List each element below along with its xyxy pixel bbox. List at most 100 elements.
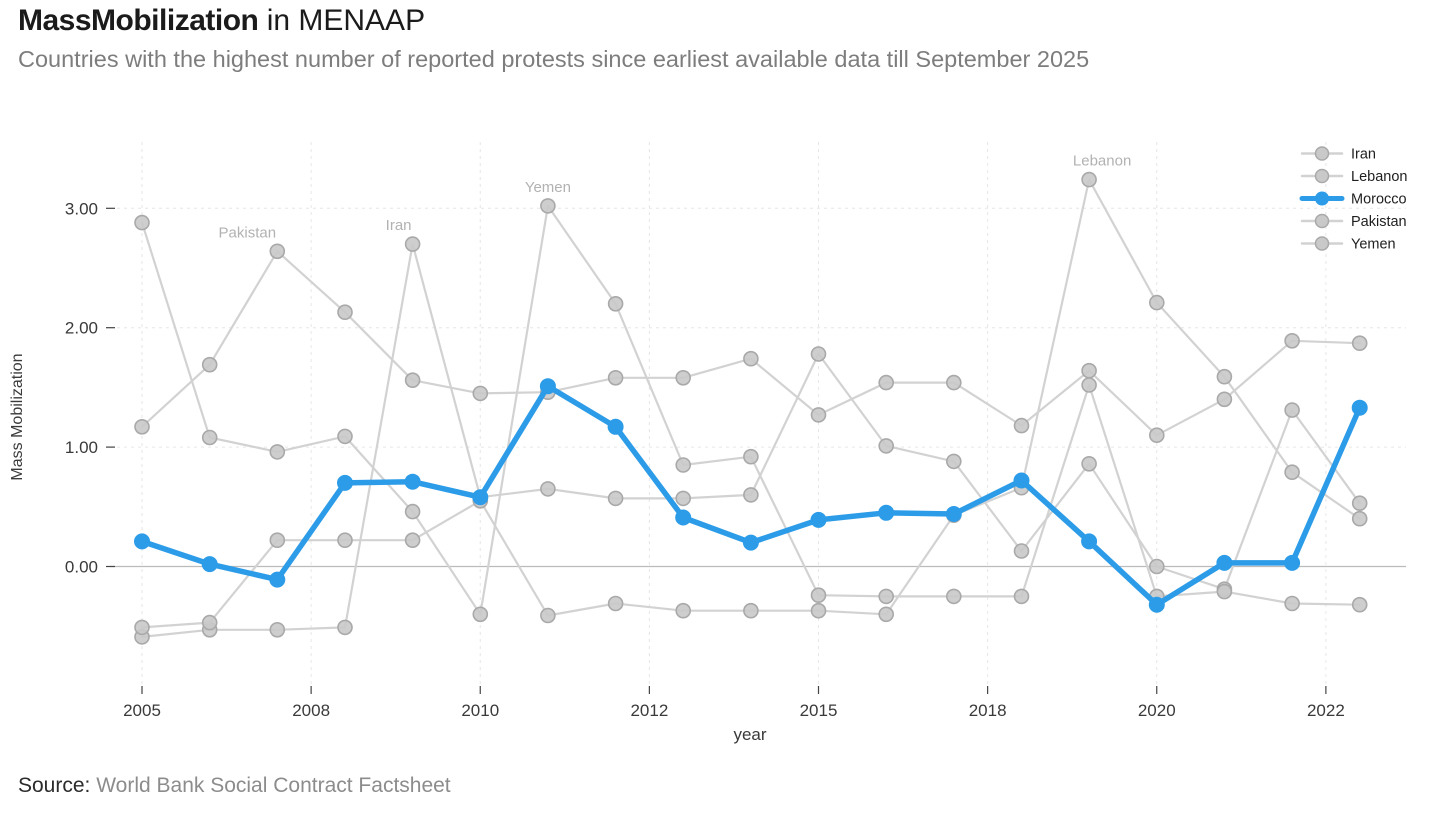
- data-point-lebanon: [1149, 294, 1165, 311]
- data-point-pakistan: [607, 370, 624, 386]
- annotation-yemen: Yemen: [525, 179, 571, 196]
- y-tick-label: 3.00: [65, 199, 98, 218]
- series-line-lebanon: [140, 178, 1361, 629]
- legend-swatch-marker: [1314, 168, 1330, 184]
- legend-item-iran: Iran: [1300, 146, 1376, 163]
- data-point-morocco: [742, 534, 759, 551]
- data-point-lebanon: [743, 602, 759, 619]
- source-text: World Bank Social Contract Factsheet: [90, 774, 451, 797]
- x-tick-label: 2012: [630, 701, 668, 720]
- y-tick-label: 0.00: [65, 558, 98, 577]
- data-point-pakistan: [404, 372, 421, 388]
- data-point-pakistan: [337, 304, 353, 320]
- series-pakistan: [134, 243, 1368, 444]
- data-point-pakistan: [743, 350, 759, 367]
- gridlines: [110, 142, 1406, 686]
- y-tick-label: 2.00: [65, 319, 98, 338]
- data-point-morocco: [675, 509, 692, 526]
- page-title: MassMobilization in MENAAP: [18, 4, 425, 38]
- data-point-pakistan: [675, 370, 692, 386]
- page-title-rest: in MENAAP: [258, 4, 426, 37]
- data-point-pakistan: [269, 243, 286, 260]
- data-point-morocco: [404, 473, 421, 490]
- legend-label: Yemen: [1351, 237, 1396, 253]
- data-point-iran: [1149, 558, 1165, 575]
- data-point-yemen: [945, 588, 962, 605]
- data-point-morocco: [337, 474, 353, 491]
- data-point-pakistan: [1081, 362, 1097, 379]
- data-point-pakistan: [945, 374, 962, 391]
- data-point-morocco: [1284, 554, 1301, 571]
- data-point-morocco: [1351, 399, 1368, 416]
- data-point-pakistan: [1216, 391, 1233, 408]
- data-point-iran: [1013, 543, 1030, 559]
- data-point-yemen: [540, 198, 556, 214]
- data-point-morocco: [269, 571, 286, 588]
- y-tick-label: 1.00: [65, 438, 98, 457]
- data-point-iran: [1351, 495, 1368, 512]
- legend-label: Lebanon: [1351, 169, 1407, 185]
- legend-swatch-marker: [1314, 146, 1330, 161]
- data-point-pakistan: [472, 385, 489, 402]
- data-point-lebanon: [1081, 171, 1097, 188]
- data-point-iran: [810, 346, 827, 362]
- data-point-morocco: [1081, 533, 1098, 550]
- data-point-morocco: [472, 489, 489, 506]
- legend-swatch-marker: [1314, 236, 1330, 251]
- data-point-yemen: [1351, 596, 1368, 613]
- data-point-yemen: [1013, 588, 1030, 605]
- legend-item-pakistan: Pakistan: [1300, 213, 1407, 230]
- data-point-morocco: [878, 504, 895, 521]
- data-point-pakistan: [1013, 417, 1030, 434]
- axes: 2005 2008 2010 2012 2015 2018 2020 2022 0.00 1.00…: [9, 199, 1345, 744]
- data-point-lebanon: [1284, 464, 1300, 481]
- data-point-morocco: [539, 378, 556, 395]
- annotation-iran: Iran: [386, 217, 412, 234]
- data-point-yemen: [607, 296, 624, 312]
- data-point-lebanon: [404, 532, 421, 549]
- data-point-pakistan: [134, 418, 150, 435]
- data-point-yemen: [1216, 583, 1233, 600]
- data-point-yemen: [810, 587, 827, 604]
- data-point-iran: [1081, 455, 1097, 472]
- legend-swatch-marker: [1314, 213, 1330, 229]
- data-point-lebanon: [269, 532, 286, 549]
- x-tick-label: 2018: [969, 701, 1007, 720]
- y-axis-title: Mass Mobilization: [9, 353, 26, 480]
- data-point-lebanon: [134, 619, 150, 636]
- data-point-yemen: [878, 588, 895, 605]
- series-line-pakistan: [140, 250, 1361, 437]
- legend-label: Iran: [1351, 147, 1376, 163]
- data-point-iran: [945, 453, 962, 470]
- data-point-yemen: [472, 606, 489, 623]
- data-point-lebanon: [1216, 368, 1233, 385]
- data-point-morocco: [810, 511, 827, 528]
- data-point-morocco: [201, 556, 218, 573]
- data-point-yemen: [675, 457, 692, 473]
- data-point-lebanon: [675, 602, 692, 619]
- data-point-yemen: [201, 429, 218, 446]
- data-point-yemen: [743, 448, 759, 465]
- data-point-iran: [675, 490, 692, 507]
- x-tick-label: 2020: [1138, 701, 1176, 720]
- chart-canvas: 2005 2008 2010 2012 2015 2018 2020 2022 0.00 1.00…: [9, 142, 1407, 744]
- data-point-lebanon: [878, 606, 895, 623]
- annotation-pakistan: Pakistan: [219, 224, 277, 241]
- data-point-iran: [404, 236, 421, 252]
- x-tick-label: 2022: [1307, 701, 1345, 720]
- data-point-pakistan: [878, 374, 895, 391]
- series-line-yemen: [140, 204, 1361, 616]
- data-point-yemen: [269, 444, 286, 460]
- data-point-morocco: [607, 418, 624, 435]
- annotation-lebanon: Lebanon: [1073, 153, 1131, 170]
- data-point-lebanon: [1351, 510, 1368, 527]
- series-yemen: [134, 198, 1368, 623]
- series-morocco: [134, 378, 1368, 613]
- data-point-yemen: [1081, 377, 1097, 393]
- data-point-iran: [878, 438, 895, 454]
- page-title-bold: MassMobilization: [18, 4, 259, 37]
- legend-swatch-marker: [1315, 191, 1329, 206]
- data-point-iran: [743, 487, 759, 503]
- data-point-yemen: [134, 214, 150, 231]
- data-point-lebanon: [607, 595, 624, 612]
